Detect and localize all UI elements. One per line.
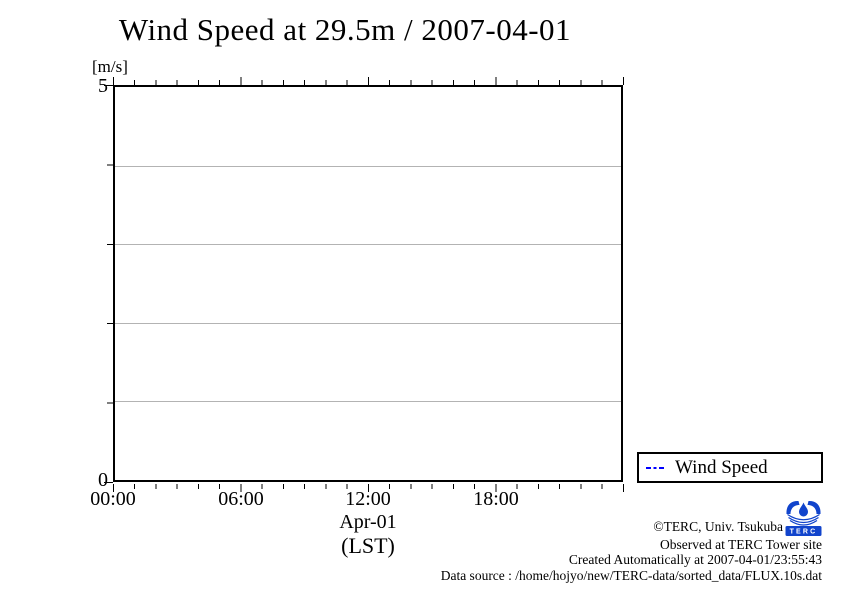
y-axis-unit-label: [m/s] — [92, 57, 128, 76]
footer-data-source-path: Data source : /home/hojyo/new/TERC-data/… — [440, 568, 822, 583]
x-tick-label-0600: 06:00 — [218, 488, 264, 510]
footer-copyright: ©TERC, Univ. Tsukuba — [653, 519, 783, 534]
legend-entry-label: Wind Speed — [675, 456, 768, 478]
legend-box: Wind Speed — [637, 452, 823, 483]
x-axis-timezone-label: (LST) — [341, 533, 395, 558]
y-tick-label-max: 5 — [98, 75, 108, 97]
footer-created-timestamp: Created Automatically at 2007-04-01/23:5… — [568, 552, 822, 567]
gridline-y3 — [115, 244, 621, 246]
terc-logo: TERC — [785, 500, 822, 536]
x-tick-label-0000: 00:00 — [90, 488, 136, 510]
legend-dashed-line-sample — [646, 466, 664, 469]
y-tick-label-min: 0 — [98, 469, 108, 491]
x-major-ticks-top — [113, 77, 624, 85]
terc-logo-text: TERC — [790, 529, 818, 536]
gridline-y4 — [115, 165, 621, 167]
x-axis-date-label: Apr-01 — [339, 511, 397, 533]
plot-area — [113, 85, 623, 482]
footer-observed-site: Observed at TERC Tower site — [659, 537, 822, 552]
x-tick-label-1200: 12:00 — [345, 488, 391, 510]
chart-title: Wind Speed at 29.5m / 2007-04-01 — [118, 12, 572, 47]
terc-logo-graphic: TERC — [785, 500, 822, 536]
x-tick-label-1800: 18:00 — [473, 488, 519, 510]
gridline-y1 — [115, 401, 621, 403]
y-major-ticks — [104, 85, 113, 483]
gridline-y2 — [115, 322, 621, 324]
